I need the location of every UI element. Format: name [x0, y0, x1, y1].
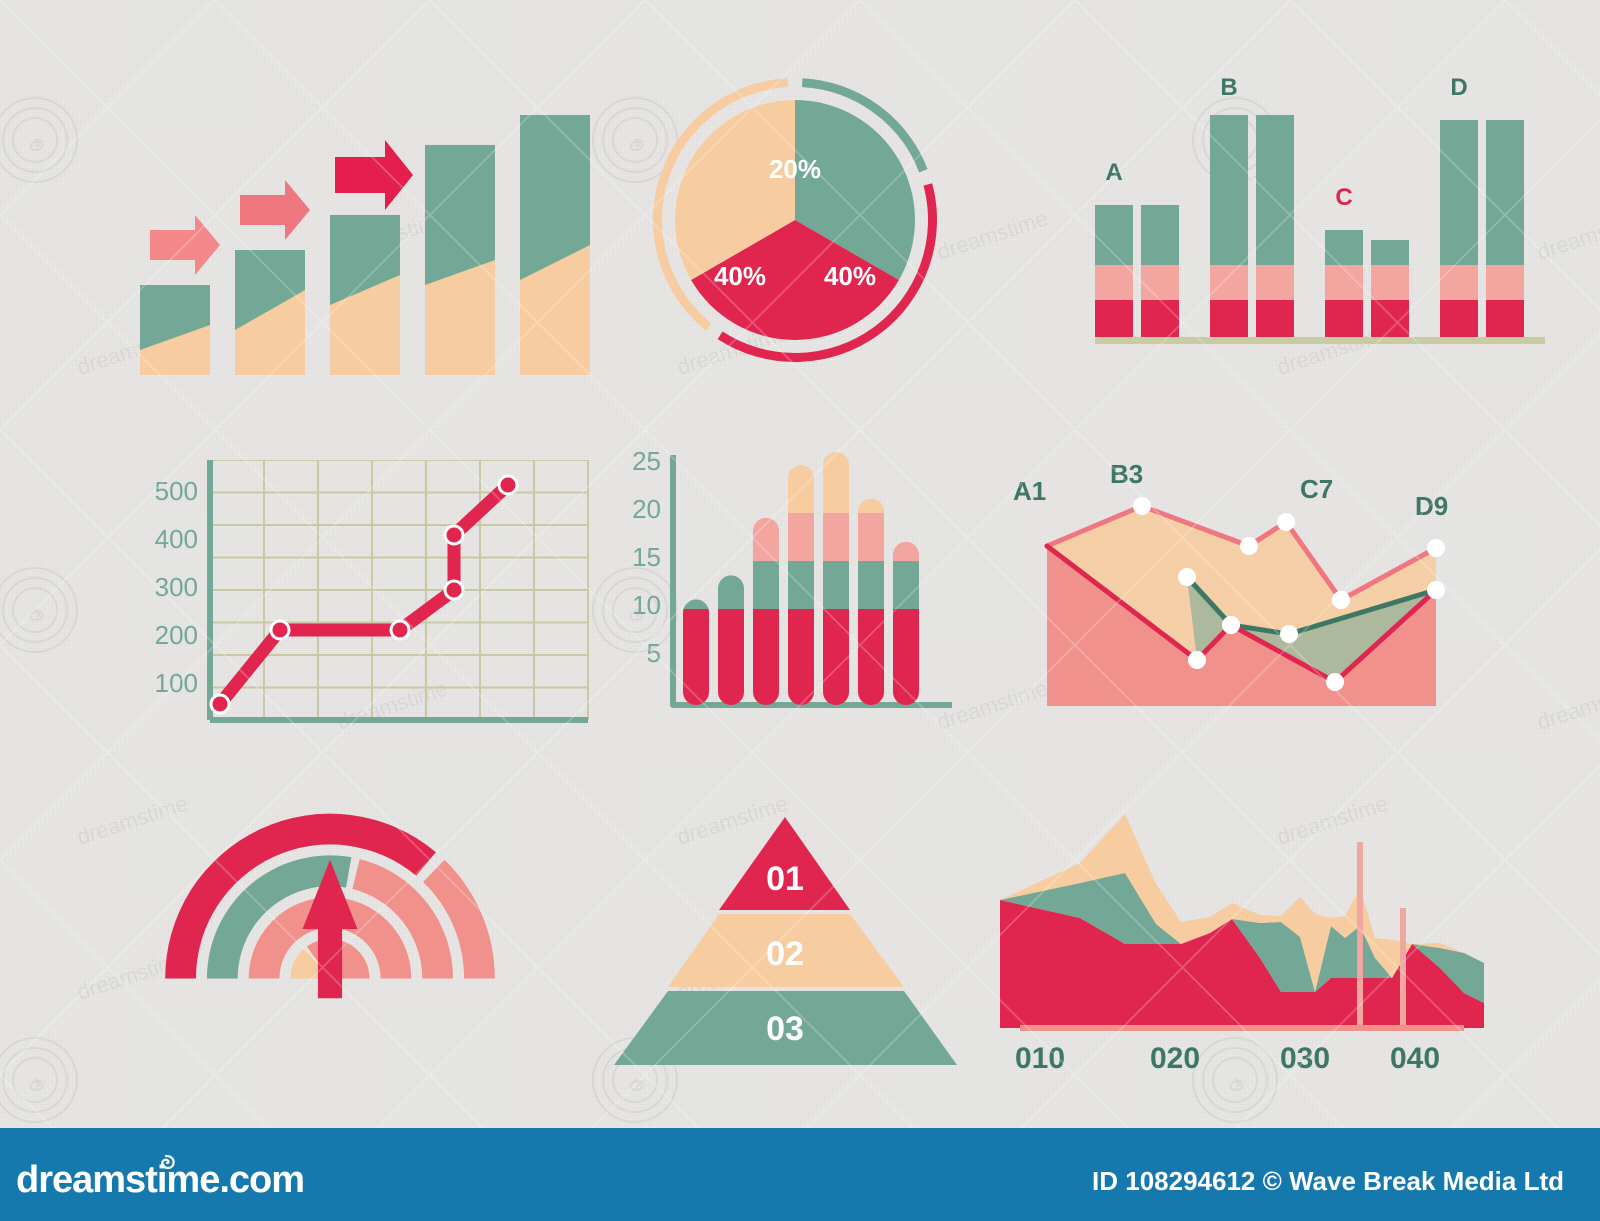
svg-text:030: 030 [1280, 1042, 1330, 1075]
svg-text:200: 200 [155, 620, 198, 650]
svg-text:D9: D9 [1415, 491, 1448, 521]
svg-text:100: 100 [155, 668, 198, 698]
svg-text:C: C [1335, 184, 1352, 211]
svg-text:040: 040 [1390, 1042, 1440, 1075]
svg-text:B: B [1220, 75, 1237, 101]
svg-text:020: 020 [1150, 1042, 1200, 1075]
svg-text:40%: 40% [714, 261, 766, 291]
svg-text:20: 20 [632, 494, 661, 524]
svg-text:10: 10 [632, 590, 661, 620]
svg-text:400: 400 [155, 524, 198, 554]
svg-text:A: A [1105, 159, 1122, 186]
svg-text:5: 5 [647, 638, 661, 668]
svg-text:01: 01 [766, 860, 804, 898]
svg-text:25: 25 [632, 450, 661, 476]
svg-text:A1: A1 [1013, 476, 1046, 506]
svg-text:B3: B3 [1110, 459, 1143, 489]
svg-text:300: 300 [155, 572, 198, 602]
svg-text:03: 03 [766, 1010, 804, 1048]
svg-text:40%: 40% [824, 261, 876, 291]
svg-text:500: 500 [155, 476, 198, 506]
svg-text:15: 15 [632, 542, 661, 572]
svg-text:C7: C7 [1300, 474, 1333, 504]
svg-text:010: 010 [1015, 1042, 1065, 1075]
svg-text:02: 02 [766, 935, 804, 973]
svg-text:D: D [1450, 75, 1467, 101]
svg-text:dreamstime.com: dreamstime.com [16, 1159, 304, 1201]
svg-text:ID 108294612 © Wave Break Medi: ID 108294612 © Wave Break Media Ltd [1092, 1166, 1564, 1196]
svg-text:20%: 20% [769, 154, 821, 184]
